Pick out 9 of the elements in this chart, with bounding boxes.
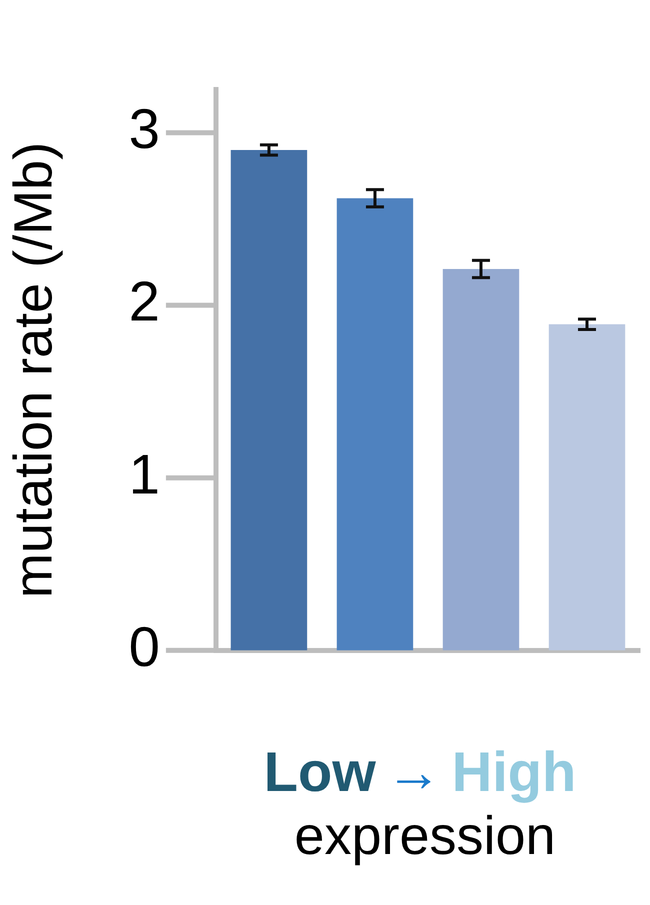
text: → [386, 740, 442, 803]
y-tick-label: 0 [128, 614, 160, 678]
y-tick-label: 2 [128, 270, 160, 333]
y-tick-label: 3 [128, 97, 160, 160]
x-axis-title: expression [293, 805, 557, 868]
y-tick-label: 1 [128, 442, 160, 506]
text: High [452, 740, 576, 803]
text: Low [264, 740, 376, 803]
y-axis-title: mutation rate (/Mb) [3, 142, 64, 598]
